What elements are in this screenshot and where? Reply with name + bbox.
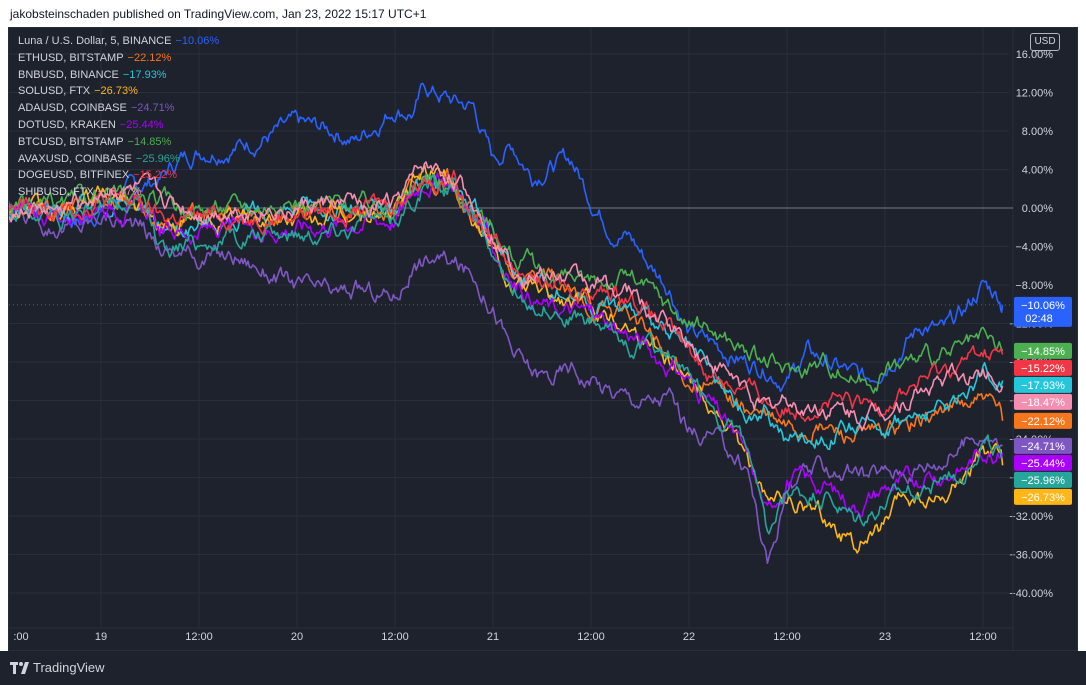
x-tick-label: 22	[683, 631, 695, 643]
series-line	[9, 161, 1004, 432]
axis-value-label: −25.44%	[1021, 458, 1065, 470]
x-tick-label: 21	[487, 631, 499, 643]
x-tick-label: 20	[291, 631, 303, 643]
y-tick-label: −32.00%	[1009, 511, 1053, 523]
legend-item-value: −22.12%	[127, 51, 172, 64]
legend-item-label: SHIBUSD, FTX	[18, 186, 94, 199]
chart-svg[interactable]: 16.00% 12.00% 8.00% 4.00% 0.00% −4.00% −8.00% −…	[9, 28, 1077, 650]
axis-value-label: −22.12%	[1021, 416, 1065, 428]
currency-button[interactable]: USD	[1030, 33, 1060, 51]
axis-value-label: −18.47%	[1021, 397, 1065, 409]
axis-value-label: −14.85%	[1021, 346, 1065, 358]
axis-value-label-bg	[1014, 296, 1072, 327]
y-tick-label: −36.00%	[1009, 550, 1053, 562]
legend-item-label: Luna / U.S. Dollar, 5, BINANCE	[18, 35, 172, 47]
legend-item[interactable]: SHIBUSD, FTX −18.47%	[18, 184, 219, 201]
legend-item[interactable]: DOGEUSD, BITFINEX −15.22%	[18, 167, 219, 184]
series-line	[9, 200, 1003, 564]
y-tick-label: −4.00%	[1015, 242, 1053, 254]
axis-value-label-bg	[1014, 454, 1072, 471]
legend-item-value: −18.47%	[97, 186, 142, 199]
axis-value-label-bg	[1014, 342, 1072, 359]
publication-header: jakobsteinschaden published on TradingVi…	[0, 0, 1086, 28]
series-line	[9, 173, 1004, 394]
legend-item-label: SOLUSD, FTX	[18, 85, 91, 98]
plot-background	[9, 28, 1077, 650]
series-line	[9, 174, 1004, 535]
legend-item-label: ADAUSD, COINBASE	[18, 102, 127, 115]
legend-item-value: −24.71%	[130, 102, 175, 115]
legend-item[interactable]: BNBUSD, BINANCE −17.93%	[18, 67, 219, 84]
legend-item[interactable]: DOTUSD, KRAKEN −25.44%	[18, 117, 219, 134]
legend-item-label: BNBUSD, BINANCE	[18, 68, 119, 81]
axis-time-label: 02:48	[1025, 313, 1053, 325]
axis-value-label-bg	[1014, 376, 1072, 393]
legend-item-value: −26.73%	[94, 85, 138, 98]
footer-bar: TradingView	[0, 651, 1086, 685]
axis-value-label-bg	[1014, 412, 1072, 429]
x-tick-label: 12:00	[381, 631, 409, 643]
tradingview-brand: TradingView	[33, 660, 105, 675]
x-tick-label: 12:00	[577, 631, 605, 643]
axis-value-label-bg	[1014, 437, 1072, 454]
legend-item-label: DOTUSD, KRAKEN	[18, 118, 116, 131]
legend-item-value: −14.85%	[127, 135, 172, 148]
legend-item-label: DOGEUSD, BITFINEX	[18, 169, 130, 182]
y-tick-label: 12.00%	[1016, 88, 1054, 100]
legend-item-value: −25.44%	[119, 118, 164, 131]
x-tick-label: :00	[13, 631, 28, 643]
legend-item[interactable]: AVAXUSD, COINBASE −25.96%	[18, 151, 219, 168]
legend-item[interactable]: ETHUSD, BITSTAMP −22.12%	[18, 50, 219, 67]
legend-item-value: −10.06%	[175, 35, 220, 47]
axis-value-label: −26.73%	[1021, 492, 1065, 504]
legend-item-value: −15.22%	[133, 169, 177, 182]
series-line	[9, 164, 1004, 554]
y-tick-label: 16.00%	[1016, 49, 1054, 61]
legend-item[interactable]: BTCUSD, BITSTAMP −14.85%	[18, 134, 219, 151]
legend-item-label: ETHUSD, BITSTAMP	[18, 51, 124, 64]
chart-panel[interactable]: 16.00% 12.00% 8.00% 4.00% 0.00% −4.00% −8.00% −…	[8, 27, 1078, 651]
x-tick-label: 12:00	[773, 631, 801, 643]
x-tick-label: 23	[879, 631, 891, 643]
y-tick-label: 0.00%	[1022, 203, 1053, 215]
y-tick-label: 8.00%	[1022, 126, 1053, 138]
legend-item-label: BTCUSD, BITSTAMP	[18, 135, 124, 148]
axis-value-label: −10.06%	[1021, 300, 1065, 312]
axis-value-label: −15.22%	[1021, 363, 1065, 375]
series-legend: Luna / U.S. Dollar, 5, BINANCE −10.06% ETH…	[18, 33, 219, 201]
x-tick-label: 12:00	[969, 631, 997, 643]
x-tick-label: 12:00	[185, 631, 213, 643]
legend-item[interactable]: ADAUSD, COINBASE −24.71%	[18, 100, 219, 117]
legend-item-value: −25.96%	[135, 152, 180, 165]
legend-item-value: −17.93%	[122, 68, 167, 81]
axis-value-label: −25.96%	[1021, 475, 1065, 487]
axis-value-label-bg	[1014, 359, 1072, 376]
y-tick-label: −40.00%	[1009, 588, 1053, 600]
axis-value-label-bg	[1014, 471, 1072, 488]
x-tick-label: 19	[95, 631, 107, 643]
axis-value-label: −24.71%	[1021, 441, 1065, 453]
legend-item[interactable]: SOLUSD, FTX −26.73%	[18, 83, 219, 100]
series-line	[9, 169, 1004, 422]
axis-value-label: −17.93%	[1021, 380, 1065, 392]
axis-value-label-bg	[1014, 488, 1072, 505]
series-line	[9, 82, 1004, 393]
legend-item[interactable]: Luna / U.S. Dollar, 5, BINANCE −10.06%	[18, 33, 219, 50]
axis-value-label-bg	[1014, 393, 1072, 410]
legend-item-label: AVAXUSD, COINBASE	[18, 152, 132, 165]
y-tick-label: 4.00%	[1022, 165, 1053, 177]
y-tick-label: −8.00%	[1015, 280, 1053, 292]
tradingview-logo-icon	[10, 662, 29, 674]
